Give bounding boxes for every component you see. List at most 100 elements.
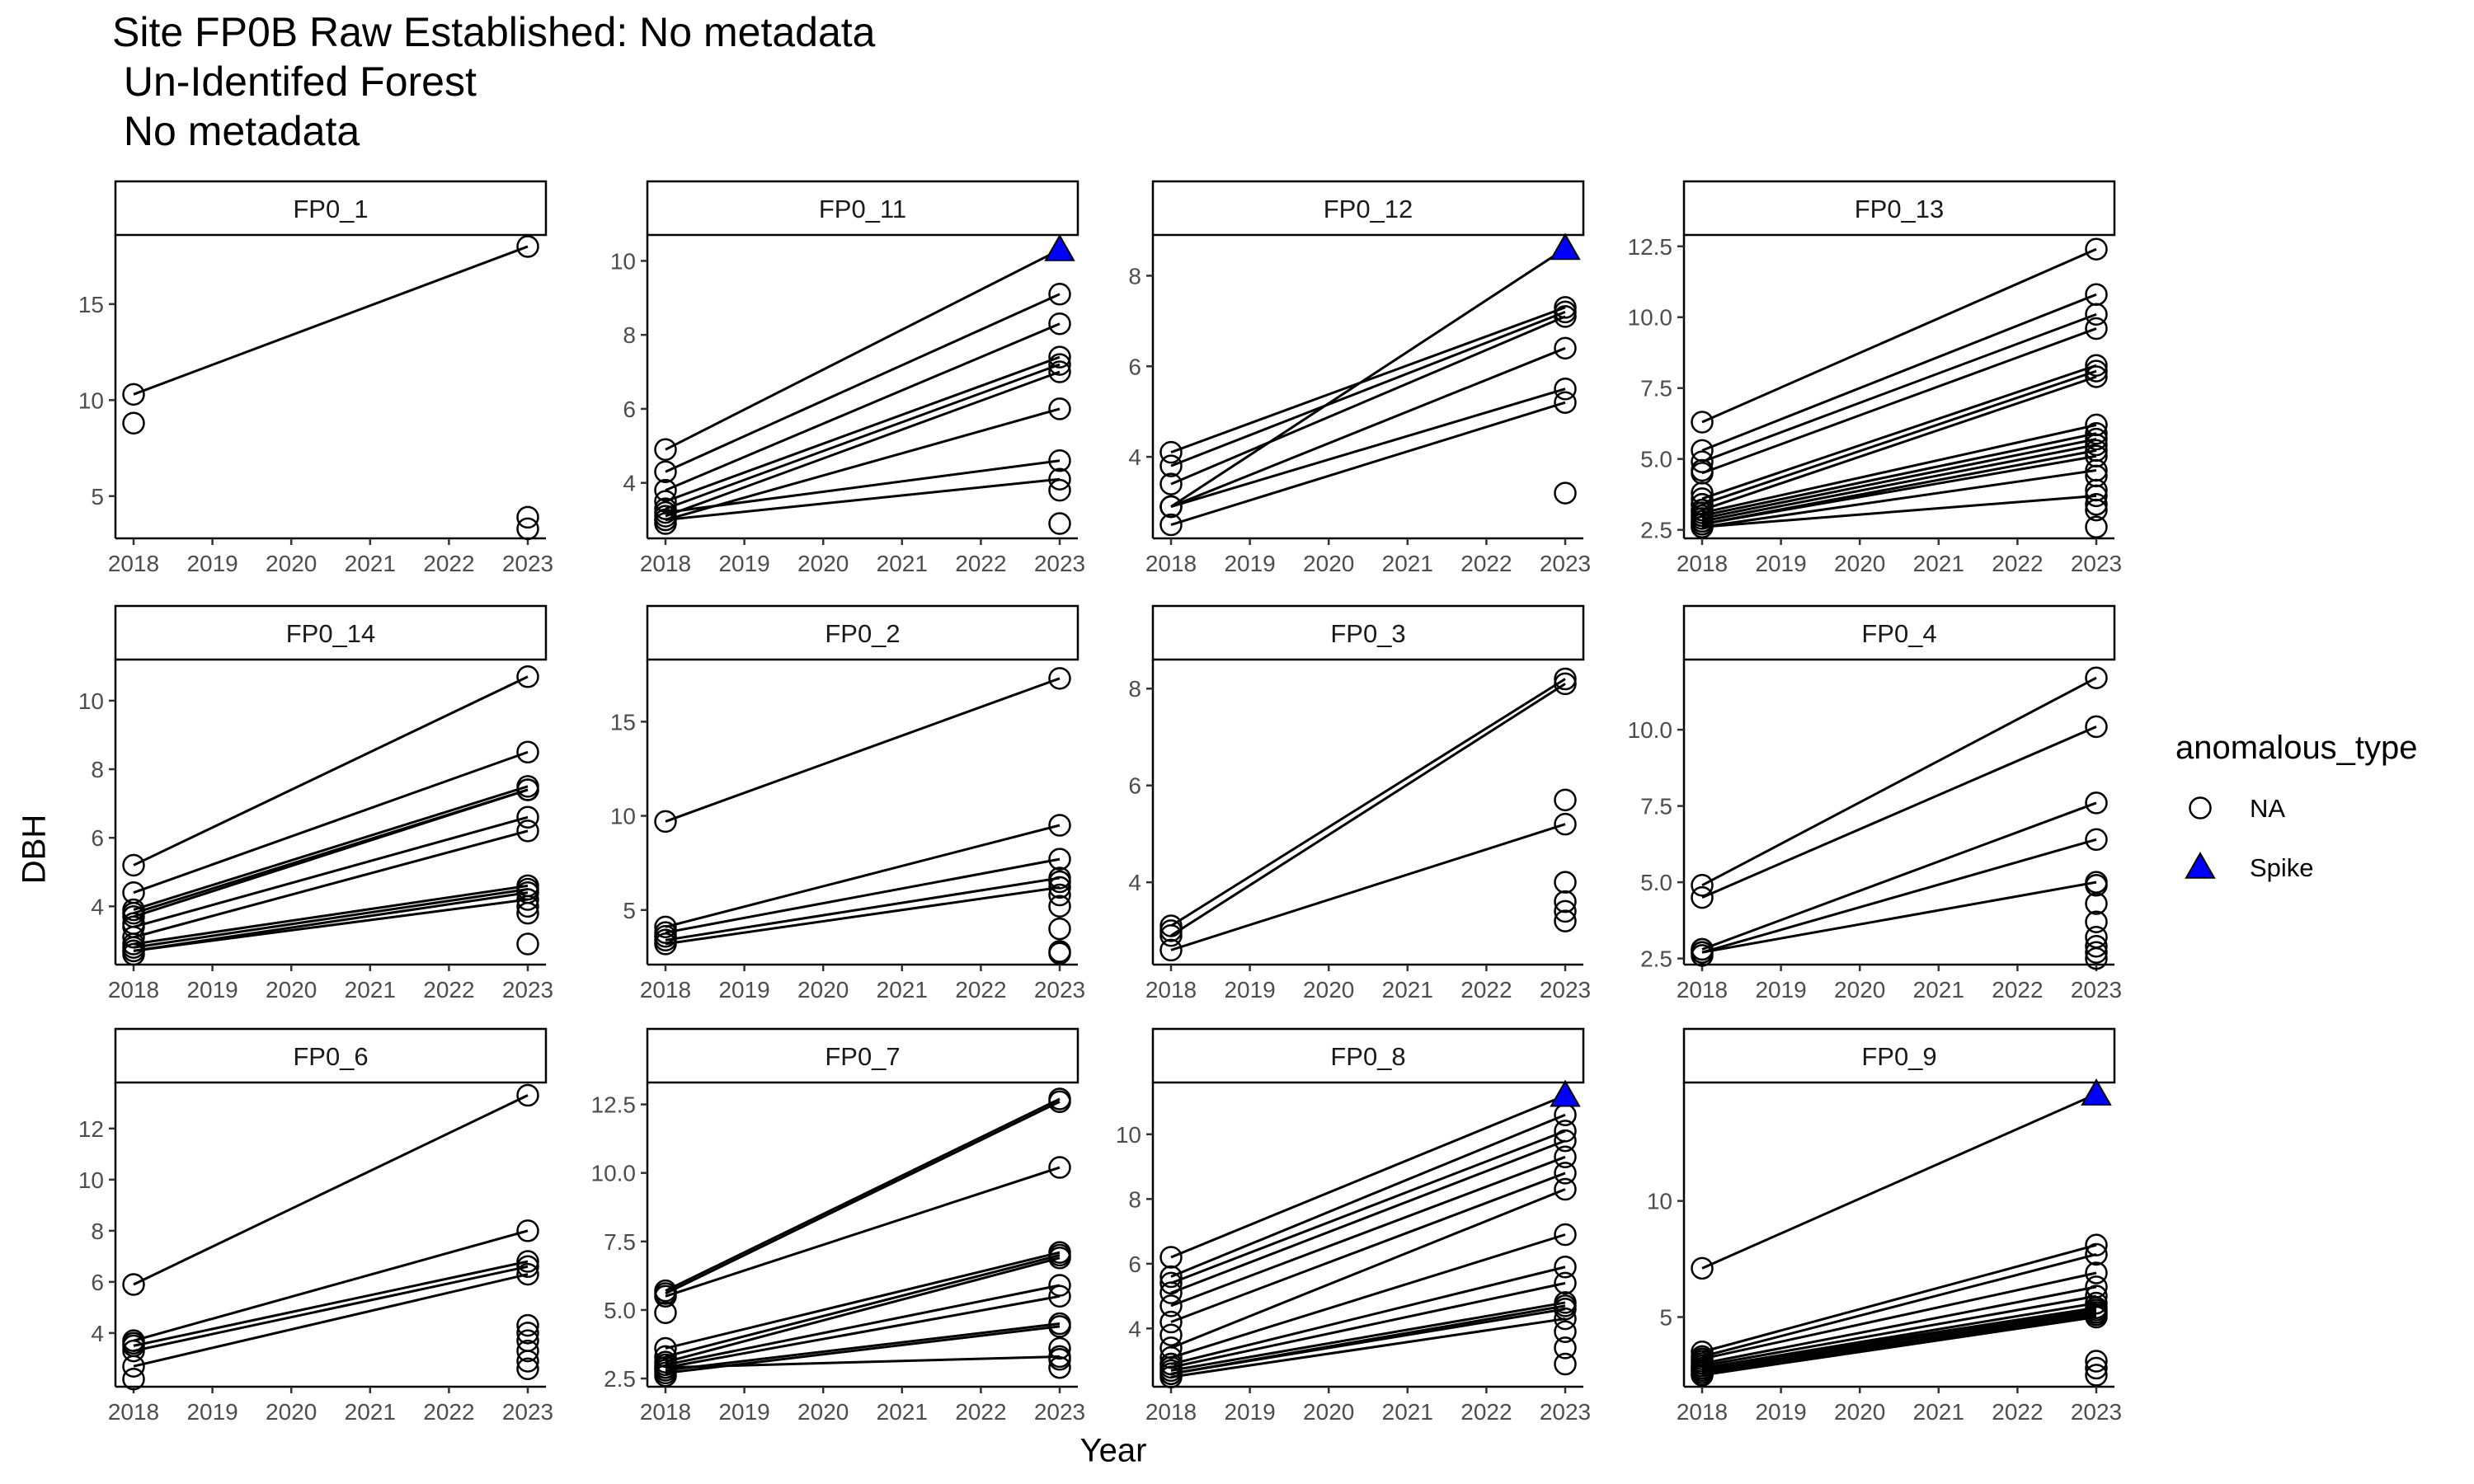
y-tick-label: 4: [91, 894, 104, 919]
data-point-na: [1159, 1336, 1183, 1360]
data-point-na: [1691, 885, 1714, 909]
tree-growth-line: [1701, 1243, 2097, 1354]
data-point-na: [1554, 812, 1577, 836]
tree-growth-line: [1701, 1092, 2097, 1270]
tree-growth-line: [133, 898, 529, 952]
x-tick-label: 2018: [108, 551, 159, 576]
data-point-na: [2085, 427, 2108, 451]
tree-growth-line: [1170, 1308, 1566, 1375]
y-tick-label: 7.5: [1640, 376, 1672, 402]
tree-growth-line: [1170, 1317, 1566, 1378]
data-point-na: [1554, 1271, 1577, 1295]
x-tick-label: 2019: [186, 977, 238, 1003]
tree-growth-line: [1701, 327, 2097, 475]
facet-strip-label: FP0_12: [1324, 195, 1413, 223]
data-point-na: [2085, 1261, 2108, 1284]
y-tick-label: 10: [610, 804, 636, 829]
x-tick-label: 2020: [1303, 1399, 1354, 1425]
tree-growth-line: [665, 1322, 1061, 1372]
data-point-na: [2085, 515, 2108, 538]
tree-growth-line: [665, 1251, 1061, 1350]
data-point-na: [1691, 481, 1714, 505]
data-point-na: [122, 1367, 145, 1391]
y-tick-label: 5.0: [1640, 870, 1672, 895]
tree-growth-line: [1170, 678, 1566, 928]
tree-growth-line: [665, 248, 1061, 451]
data-point-na: [2085, 492, 2108, 516]
tree-growth-line: [1701, 468, 2097, 528]
x-tick-label: 2023: [502, 551, 553, 576]
y-tick-label: 6: [1128, 1252, 1141, 1277]
x-tick-label: 2023: [1540, 1399, 1591, 1425]
x-tick-label: 2023: [1034, 977, 1085, 1003]
x-tick-label: 2023: [2071, 977, 2122, 1003]
data-point-na: [1691, 510, 1714, 533]
data-point-na: [654, 1355, 677, 1379]
tree-growth-line: [1170, 823, 1566, 951]
data-point-na: [654, 1364, 677, 1388]
y-tick-label: 4: [91, 1321, 104, 1346]
data-point-na: [1159, 919, 1183, 942]
data-point-na: [122, 383, 145, 406]
x-tick-label: 2018: [1677, 977, 1728, 1003]
data-point-na: [2085, 935, 2108, 958]
tree-growth-line: [1701, 312, 2097, 463]
data-point-na: [654, 1301, 677, 1324]
tree-growth-line: [665, 1097, 1061, 1292]
y-tick-label: 4: [1128, 444, 1141, 470]
tree-growth-line: [1170, 310, 1566, 467]
data-point-na: [2085, 421, 2108, 445]
tree-growth-line: [665, 1100, 1061, 1295]
x-tick-label: 2021: [345, 977, 396, 1003]
data-point-na: [1048, 1274, 1071, 1297]
data-point-na: [1159, 938, 1183, 962]
y-tick-label: 8: [1128, 1186, 1141, 1212]
x-tick-label: 2019: [1755, 977, 1806, 1003]
data-point-na: [1159, 1365, 1183, 1388]
x-tick-label: 2019: [1224, 551, 1275, 576]
data-point-na: [1554, 667, 1577, 691]
data-point-na: [1048, 449, 1071, 472]
y-tick-label: 10.0: [1628, 305, 1673, 331]
facet-strip: [1151, 604, 1585, 661]
x-tick-label: 2020: [1303, 977, 1354, 1003]
data-point-na: [1554, 672, 1577, 696]
x-tick-label: 2021: [1382, 551, 1433, 576]
tree-growth-line: [1170, 306, 1566, 454]
data-point-na: [2085, 941, 2108, 964]
y-tick-label: 6: [1128, 773, 1141, 799]
data-point-na: [1554, 481, 1577, 505]
y-tick-label: 10.0: [591, 1161, 637, 1186]
data-point-na: [516, 1339, 539, 1363]
y-tick-label: 5.0: [604, 1298, 636, 1323]
tree-growth-line: [133, 788, 529, 918]
data-point-na: [122, 1331, 145, 1355]
tree-growth-line: [1701, 801, 2097, 951]
y-tick-label: 5.0: [1640, 447, 1672, 472]
tree-growth-line: [1701, 454, 2097, 526]
x-tick-label: 2021: [345, 1399, 396, 1425]
tree-growth-line: [665, 1256, 1061, 1364]
x-tick-label: 2022: [955, 551, 1006, 576]
facet-strip-label: FP0_7: [825, 1042, 900, 1071]
data-point-na: [1159, 1310, 1183, 1334]
data-point-na: [1554, 871, 1577, 894]
data-point-na: [654, 924, 677, 948]
panel-fp0-3: FP0_3 4 6 8 2018 2019 2020 2021 2022 2023: [1128, 604, 1591, 1003]
data-point-na: [516, 740, 539, 763]
x-tick-label: 2022: [1460, 977, 1512, 1003]
x-tick-label: 2021: [1382, 977, 1433, 1003]
x-tick-label: 2020: [266, 977, 317, 1003]
data-point-na: [1159, 454, 1183, 477]
tree-growth-line: [1170, 346, 1566, 508]
x-tick-label: 2022: [1992, 1399, 2043, 1425]
data-point-na: [1159, 1323, 1183, 1346]
y-tick-label: 8: [1128, 263, 1141, 289]
x-tick-label: 2020: [266, 1399, 317, 1425]
tree-growth-line: [665, 824, 1061, 928]
y-tick-label: 12.5: [591, 1092, 637, 1118]
data-point-na: [1048, 870, 1071, 894]
panel-fp0-13: FP0_13 2.5 5.0 7.5 10.0 12.5 2018 2019 2020 2021 2…: [1628, 180, 2122, 576]
data-point-na: [1048, 467, 1071, 491]
data-point-na: [654, 512, 677, 535]
